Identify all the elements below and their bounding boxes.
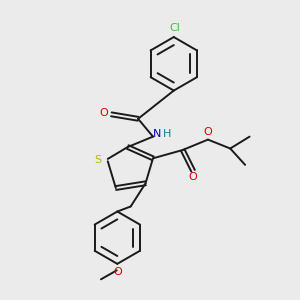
Text: O: O	[113, 267, 122, 277]
Text: O: O	[100, 108, 108, 118]
Text: N: N	[153, 129, 161, 139]
Text: Cl: Cl	[170, 22, 181, 32]
Text: O: O	[189, 172, 197, 182]
Text: O: O	[204, 127, 212, 137]
Text: H: H	[163, 129, 171, 139]
Text: S: S	[94, 155, 101, 165]
